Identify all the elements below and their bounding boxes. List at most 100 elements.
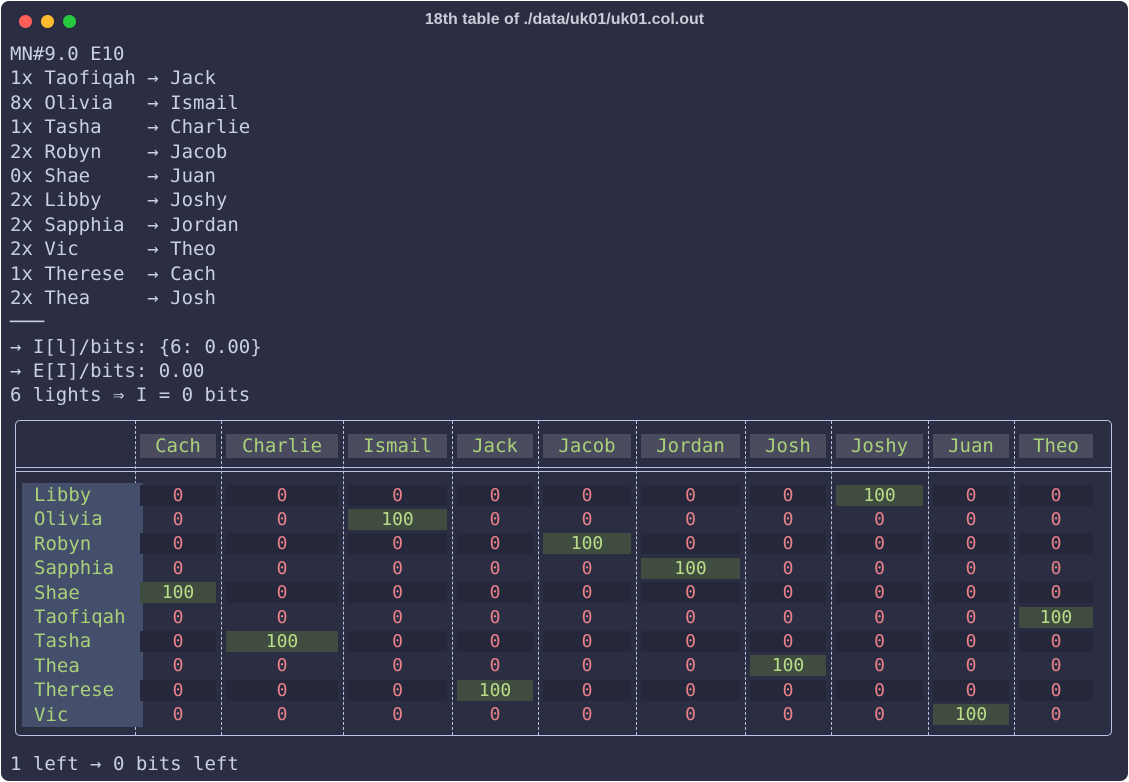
column-header-charlie: Charlie (226, 434, 338, 458)
minimize-window-button[interactable] (41, 15, 54, 28)
column-divider (1014, 421, 1015, 735)
column-divider (538, 421, 539, 735)
table-cell: 0 (750, 630, 826, 652)
table-cell: 0 (581, 704, 593, 726)
table-cell: 0 (140, 533, 216, 555)
table-cell: 0 (392, 704, 403, 726)
table-cell: 0 (750, 679, 826, 701)
table-cell: 0 (641, 582, 740, 604)
table-cell: 0 (457, 533, 533, 555)
table-cell: 0 (933, 484, 1009, 506)
table-cell: 100 (836, 484, 923, 506)
row-label-olivia: Olivia (22, 507, 143, 532)
log-line: 8x Olivia → Ismail (10, 91, 239, 114)
table-cell: 0 (543, 679, 631, 701)
table-cell: 0 (172, 508, 184, 530)
table-cell: 0 (1050, 557, 1062, 579)
row-label-thea: Thea (22, 653, 143, 679)
table-cell: 0 (641, 533, 740, 555)
table-cell: 0 (489, 704, 501, 726)
table-cell: 0 (782, 606, 794, 628)
table-cell: 0 (965, 508, 977, 530)
column-header-cach: Cach (140, 434, 216, 458)
status-footer: 1 left → 0 bits left (10, 753, 239, 775)
table-cell: 0 (874, 606, 885, 628)
log-line: ─── (10, 311, 45, 334)
row-label-robyn: Robyn (22, 531, 143, 557)
log-line: 2x Thea → Josh (10, 286, 216, 309)
table-cell: 100 (457, 679, 533, 701)
table-cell: 0 (641, 484, 740, 506)
column-divider (831, 421, 832, 735)
table-cell: 0 (226, 582, 338, 604)
table-cell: 0 (1050, 704, 1062, 726)
log-line: 2x Vic → Theo (10, 238, 216, 261)
table-cell: 0 (348, 679, 447, 701)
table-cell: 0 (581, 655, 593, 677)
window-title: 18th table of ./data/uk01/uk01.col.out (424, 11, 705, 28)
close-window-button[interactable] (19, 15, 32, 28)
table-cell: 0 (489, 606, 501, 628)
table-cell: 100 (750, 655, 826, 677)
table-cell: 0 (874, 557, 885, 579)
row-label-vic: Vic (22, 702, 143, 727)
log-line: 2x Libby → Joshy (10, 189, 228, 212)
table-cell: 100 (140, 582, 216, 604)
table-cell: 0 (933, 679, 1009, 701)
table-cell: 0 (489, 655, 501, 677)
table-cell: 0 (276, 508, 288, 530)
table-cell: 0 (276, 704, 288, 726)
table-cell: 0 (348, 630, 447, 652)
table-cell: 0 (641, 630, 740, 652)
table-cell: 0 (1019, 484, 1093, 506)
row-label-libby: Libby (22, 483, 143, 508)
table-cell: 0 (276, 557, 288, 579)
table-cell: 0 (836, 582, 923, 604)
table-cell: 0 (685, 508, 696, 530)
table-cell: 0 (685, 655, 696, 677)
table-cell: 0 (782, 557, 794, 579)
table-cell: 0 (685, 606, 696, 628)
column-header-jacob: Jacob (543, 434, 631, 458)
table-cell: 0 (543, 484, 631, 506)
log-line: 0x Shae → Juan (10, 164, 216, 187)
table-cell: 0 (1050, 655, 1062, 677)
table-cell: 0 (641, 679, 740, 701)
log-line: MN#9.0 E10 (10, 43, 125, 65)
table-cell: 0 (933, 630, 1009, 652)
table-cell: 0 (226, 533, 338, 555)
table-cell: 0 (836, 679, 923, 701)
table-cell: 0 (392, 557, 403, 579)
table-cell: 100 (1019, 606, 1093, 628)
table-cell: 0 (1019, 533, 1093, 555)
table-cell: 0 (226, 484, 338, 506)
log-line: 1x Therese → Cach (10, 262, 216, 285)
maximize-window-button[interactable] (63, 15, 76, 28)
log-line: 1x Taofiqah → Jack (10, 67, 216, 90)
table-cell: 0 (276, 655, 288, 677)
column-header-joshy: Joshy (836, 434, 923, 458)
log-line: → E[I]/bits: 0.00 (10, 360, 205, 383)
table-cell: 0 (1019, 582, 1093, 604)
table-cell: 0 (874, 508, 885, 530)
row-label-sapphia: Sapphia (22, 556, 143, 581)
table-cell: 0 (172, 557, 184, 579)
log-line: 2x Robyn → Jacob (10, 140, 228, 163)
table-cell: 0 (933, 533, 1009, 555)
column-header-jordan: Jordan (641, 434, 740, 458)
table-cell: 0 (933, 582, 1009, 604)
header-divider (16, 471, 1111, 472)
table-cell: 0 (457, 582, 533, 604)
title-bar: 18th table of ./data/uk01/uk01.col.out (1, 1, 1128, 41)
results-table: Cach Charlie Ismail Jack Jacob Jordan Josh Josh… (15, 420, 1112, 736)
table-cell: 0 (581, 606, 593, 628)
column-divider (928, 421, 929, 735)
column-divider (221, 421, 222, 735)
table-cell: 0 (874, 704, 885, 726)
table-cell: 0 (1050, 508, 1062, 530)
table-cell: 0 (348, 582, 447, 604)
row-label-therese: Therese (22, 678, 143, 703)
row-label-shae: Shae (22, 580, 143, 605)
table-cell: 0 (543, 582, 631, 604)
table-cell: 0 (836, 630, 923, 652)
